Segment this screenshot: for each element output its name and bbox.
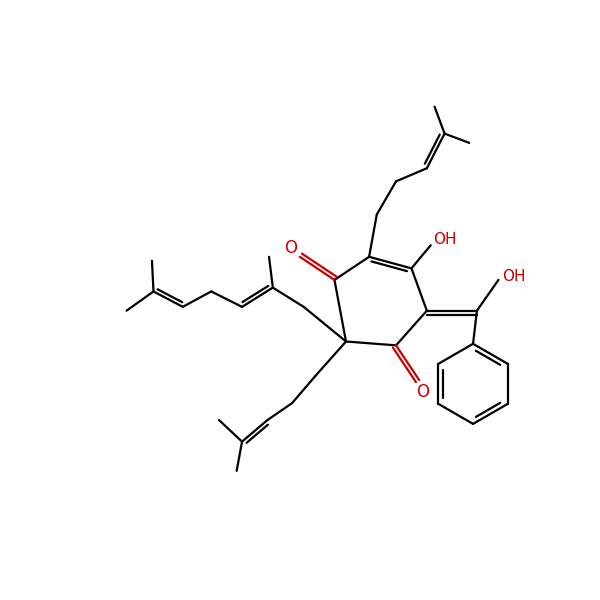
Text: OH: OH: [433, 232, 457, 247]
Text: O: O: [416, 383, 430, 401]
Text: OH: OH: [502, 269, 526, 284]
Text: O: O: [284, 239, 297, 257]
